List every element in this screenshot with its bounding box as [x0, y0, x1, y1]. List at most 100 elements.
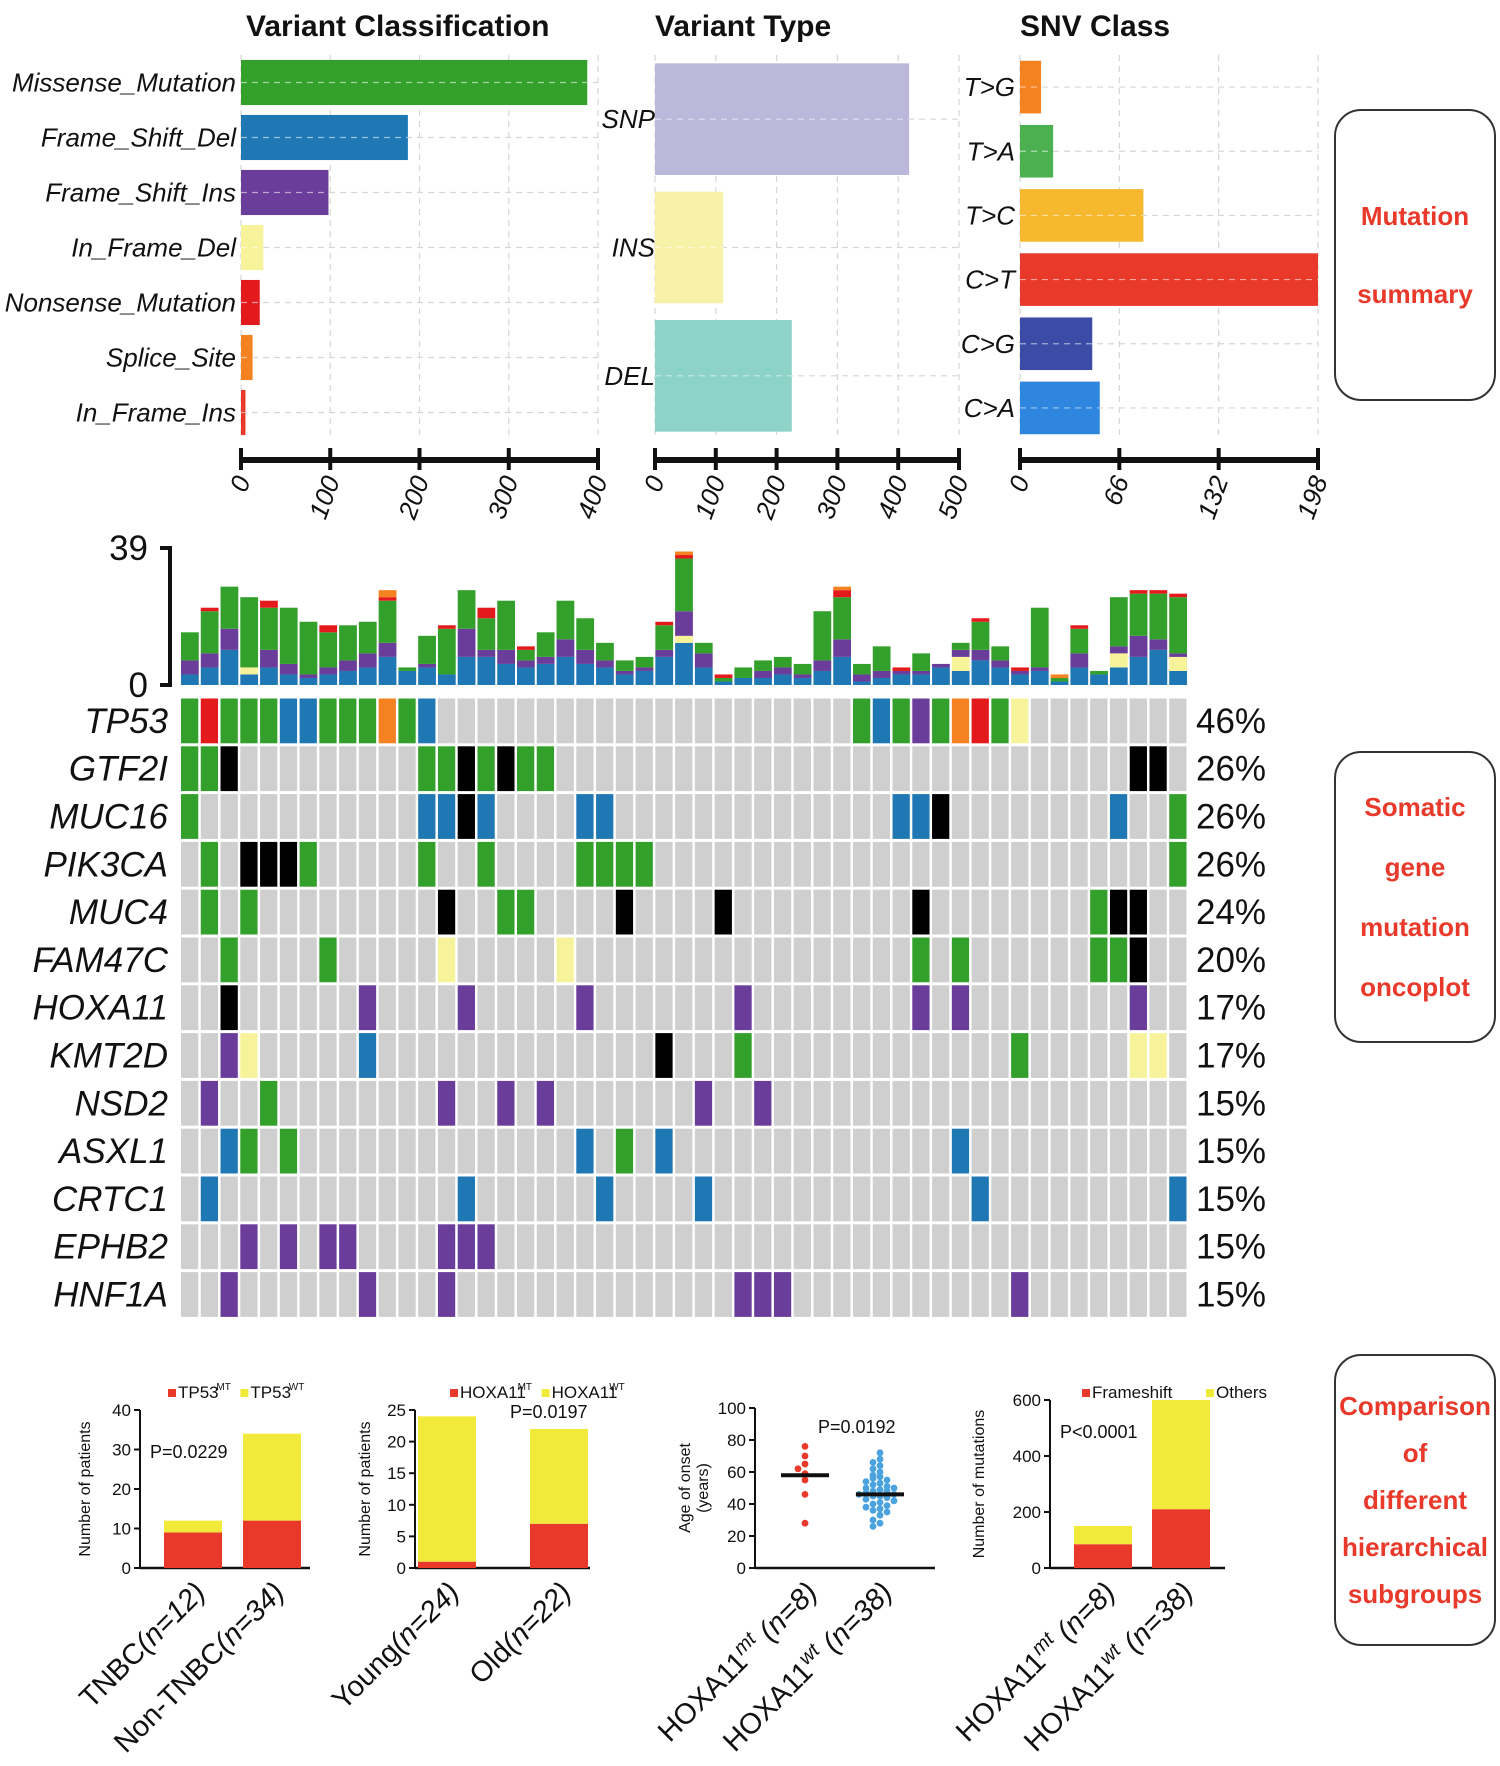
oncoplot-cell — [220, 1272, 238, 1317]
snv-class-category-label: T>A — [967, 136, 1015, 166]
oncoplot-top-bar — [892, 674, 911, 685]
oncoplot-cell — [1169, 937, 1187, 983]
legend-swatch — [450, 1389, 458, 1397]
oncoplot-cell — [615, 1128, 634, 1174]
oncoplot-top-bar — [853, 663, 871, 675]
oncoplot-cell — [299, 937, 317, 983]
oncoplot-cell — [358, 937, 377, 983]
oncoplot-cell — [220, 794, 238, 839]
oncoplot-top-bar — [971, 618, 990, 622]
oncoplot-top-bar — [477, 649, 496, 657]
oncoplot-cell — [240, 1224, 258, 1270]
oncoplot-cell — [240, 746, 258, 792]
oncoplot-cell — [912, 1224, 930, 1270]
oncoplot-cell — [1050, 1033, 1068, 1078]
oncoplot-cell — [418, 1080, 436, 1126]
oncoplot-cell — [635, 889, 653, 935]
oncoplot-cell — [1050, 937, 1068, 983]
oncoplot-cell — [418, 841, 436, 887]
oncoplot-top-bar — [339, 660, 357, 671]
oncoplot-cell — [556, 698, 574, 744]
oncoplot-top-bar — [892, 670, 911, 675]
oncoplot-cell — [358, 746, 377, 792]
oncoplot-top-bar — [378, 600, 397, 643]
oncoplot-cell — [358, 1080, 377, 1126]
oncoplot-cell — [1149, 1033, 1167, 1078]
scatter-point — [876, 1455, 884, 1463]
oncoplot-cell — [734, 1272, 752, 1317]
oncoplot-top-bar — [1169, 653, 1187, 657]
oncoplot-cell — [319, 1176, 337, 1222]
oncoplot-cell — [556, 794, 574, 839]
oncoplot-cell — [1129, 1128, 1147, 1174]
oncoplot-top-bar — [1109, 646, 1128, 654]
oncoplot-cell — [615, 1272, 634, 1317]
oncoplot-cell — [813, 794, 831, 839]
oncoplot-cell — [596, 985, 614, 1031]
oncoplot-cell — [773, 1272, 792, 1317]
oncoplot-top-bar — [971, 621, 990, 650]
snv-class-x-tick-label: 198 — [1291, 471, 1334, 523]
oncoplot-cell — [872, 985, 891, 1031]
variant-classification-category-label: Splice_Site — [106, 343, 236, 373]
oncoplot-cell — [418, 1224, 436, 1270]
oncoplot-cell — [773, 1128, 792, 1174]
oncoplot-cell — [576, 794, 594, 839]
oncoplot-cell — [358, 698, 377, 744]
scatter-point — [883, 1476, 891, 1484]
oncoplot-cell — [1070, 698, 1088, 744]
oncoplot-cell — [734, 1176, 752, 1222]
oncoplot-cell — [596, 1128, 614, 1174]
oncoplot-cell — [872, 841, 891, 887]
oncoplot-cell — [299, 1272, 317, 1317]
oncoplot-cell — [872, 1272, 891, 1317]
oncoplot-percent-label: 15% — [1196, 1180, 1266, 1219]
oncoplot-cell — [1070, 1128, 1088, 1174]
oncoplot-top-bar — [872, 677, 891, 685]
oncoplot-cell — [437, 1033, 456, 1078]
variant-classification-category-label: In_Frame_Del — [71, 233, 237, 263]
oncoplot-cell — [497, 985, 515, 1031]
oncoplot-cell — [260, 794, 278, 839]
oncoplot-cell — [1090, 985, 1108, 1031]
oncoplot-cell — [358, 889, 377, 935]
oncoplot-cell — [675, 746, 693, 792]
oncoplot-cell — [596, 889, 614, 935]
oncoplot-top-bar — [1090, 670, 1108, 675]
oncoplot-cell — [773, 794, 792, 839]
oncoplot-cell — [694, 889, 713, 935]
oncoplot-top-bar — [260, 649, 278, 668]
y-tick-label: 0 — [1032, 1559, 1041, 1578]
variant-type-title: Variant Type — [655, 10, 831, 43]
oncoplot-top-bar — [694, 653, 713, 668]
oncoplot-cell — [912, 1272, 930, 1317]
y-tick-label: 40 — [112, 1401, 131, 1420]
oncoplot-cell — [793, 1128, 811, 1174]
oncoplot-cell — [556, 985, 574, 1031]
oncoplot-cell — [1090, 1176, 1108, 1222]
oncoplot-cell — [279, 698, 298, 744]
oncoplot-cell — [477, 985, 495, 1031]
oncoplot-cell — [833, 841, 851, 887]
oncoplot-cell — [181, 746, 199, 792]
oncoplot-cell — [556, 1128, 574, 1174]
oncoplot-top-bar — [1070, 628, 1089, 654]
y-axis-label: Number of mutations — [971, 1410, 988, 1559]
oncoplot-cell — [576, 746, 594, 792]
oncoplot-cell — [1011, 1128, 1029, 1174]
oncoplot-cell — [773, 985, 792, 1031]
oncoplot-cell — [260, 985, 278, 1031]
oncoplot-cell — [853, 1224, 871, 1270]
oncoplot-cell — [991, 1033, 1009, 1078]
oncoplot-top-bar — [833, 656, 851, 685]
oncoplot-cell — [319, 698, 337, 744]
oncoplot-cell — [833, 1080, 851, 1126]
oncoplot-cell — [872, 1033, 891, 1078]
oncoplot-cell — [773, 841, 792, 887]
oncoplot-top-bar — [1129, 635, 1148, 657]
oncoplot-cell — [1011, 1176, 1029, 1222]
oncoplot-top-bar — [951, 670, 970, 685]
oncoplot-cell — [1149, 889, 1167, 935]
oncoplot-cell — [240, 698, 258, 744]
